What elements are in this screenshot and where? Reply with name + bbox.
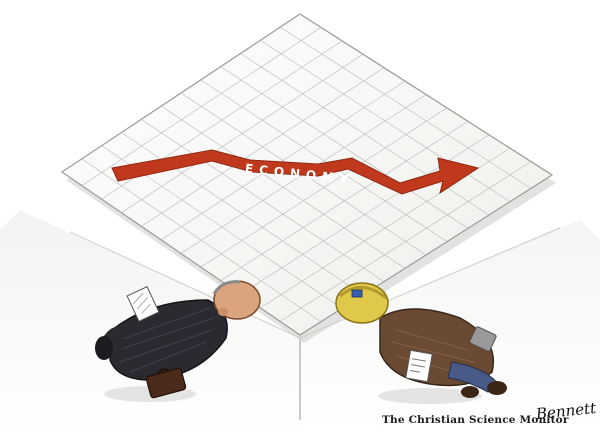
hard-hat — [335, 282, 389, 324]
newspaper — [405, 349, 433, 383]
businessman-figure — [95, 280, 261, 402]
paper-in-hand — [126, 285, 160, 323]
grid-line — [280, 161, 532, 322]
grid-line — [280, 26, 532, 189]
lunch-box — [469, 326, 497, 352]
publisher-credit: The Christian Science Monitor — [382, 414, 569, 426]
worker-figure — [335, 282, 507, 404]
briefcase — [145, 367, 187, 399]
